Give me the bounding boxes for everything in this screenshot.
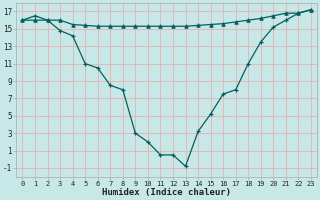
X-axis label: Humidex (Indice chaleur): Humidex (Indice chaleur) [102, 188, 231, 197]
